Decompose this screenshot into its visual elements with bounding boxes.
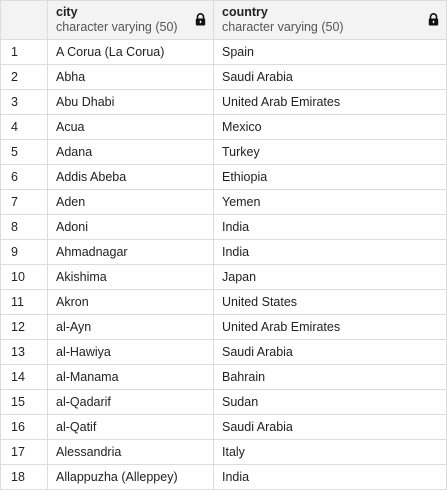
table-row[interactable]: 8 Adoni India bbox=[0, 214, 447, 240]
city-cell[interactable]: Aden bbox=[47, 189, 214, 215]
city-cell[interactable]: Abu Dhabi bbox=[47, 89, 214, 115]
city-cell[interactable]: Adoni bbox=[47, 214, 214, 240]
country-cell[interactable]: Mexico bbox=[213, 114, 447, 140]
city-cell[interactable]: Allappuzha (Alleppey) bbox=[47, 464, 214, 490]
column-type: character varying (50) bbox=[56, 20, 178, 34]
city-cell[interactable]: Acua bbox=[47, 114, 214, 140]
row-number[interactable]: 11 bbox=[0, 289, 48, 315]
table-row[interactable]: 7 Aden Yemen bbox=[0, 189, 447, 215]
row-number[interactable]: 7 bbox=[0, 189, 48, 215]
column-name: city bbox=[56, 5, 78, 19]
city-cell[interactable]: al-Qadarif bbox=[47, 389, 214, 415]
table-row[interactable]: 2 Abha Saudi Arabia bbox=[0, 64, 447, 90]
table-row[interactable]: 17 Alessandria Italy bbox=[0, 439, 447, 465]
city-cell[interactable]: al-Qatif bbox=[47, 414, 214, 440]
city-cell[interactable]: Abha bbox=[47, 64, 214, 90]
country-cell[interactable]: Saudi Arabia bbox=[213, 64, 447, 90]
table-row[interactable]: 15 al-Qadarif Sudan bbox=[0, 389, 447, 415]
country-cell[interactable]: Bahrain bbox=[213, 364, 447, 390]
country-cell[interactable]: Yemen bbox=[213, 189, 447, 215]
row-number[interactable]: 15 bbox=[0, 389, 48, 415]
table-row[interactable]: 18 Allappuzha (Alleppey) India bbox=[0, 464, 447, 490]
city-cell[interactable]: Addis Abeba bbox=[47, 164, 214, 190]
row-number[interactable]: 8 bbox=[0, 214, 48, 240]
row-number[interactable]: 2 bbox=[0, 64, 48, 90]
column-type: character varying (50) bbox=[222, 20, 344, 34]
country-cell[interactable]: Ethiopia bbox=[213, 164, 447, 190]
country-cell[interactable]: India bbox=[213, 464, 447, 490]
table-row[interactable]: 11 Akron United States bbox=[0, 289, 447, 315]
country-cell[interactable]: Italy bbox=[213, 439, 447, 465]
country-cell[interactable]: Sudan bbox=[213, 389, 447, 415]
city-cell[interactable]: Ahmadnagar bbox=[47, 239, 214, 265]
city-cell[interactable]: al-Ayn bbox=[47, 314, 214, 340]
column-header-city[interactable]: city character varying (50) bbox=[47, 0, 214, 40]
table-row[interactable]: 16 al-Qatif Saudi Arabia bbox=[0, 414, 447, 440]
table-row[interactable]: 9 Ahmadnagar India bbox=[0, 239, 447, 265]
country-cell[interactable]: United States bbox=[213, 289, 447, 315]
country-cell[interactable]: India bbox=[213, 214, 447, 240]
column-header-country[interactable]: country character varying (50) bbox=[213, 0, 447, 40]
country-cell[interactable]: Turkey bbox=[213, 139, 447, 165]
header-row: city character varying (50) country char… bbox=[0, 0, 447, 40]
row-number[interactable]: 18 bbox=[0, 464, 48, 490]
row-number[interactable]: 14 bbox=[0, 364, 48, 390]
row-number[interactable]: 12 bbox=[0, 314, 48, 340]
city-cell[interactable]: Alessandria bbox=[47, 439, 214, 465]
country-cell[interactable]: United Arab Emirates bbox=[213, 89, 447, 115]
table-row[interactable]: 10 Akishima Japan bbox=[0, 264, 447, 290]
country-cell[interactable]: Spain bbox=[213, 39, 447, 65]
city-cell[interactable]: al-Hawiya bbox=[47, 339, 214, 365]
row-number[interactable]: 13 bbox=[0, 339, 48, 365]
table-row[interactable]: 3 Abu Dhabi United Arab Emirates bbox=[0, 89, 447, 115]
table-row[interactable]: 13 al-Hawiya Saudi Arabia bbox=[0, 339, 447, 365]
country-cell[interactable]: Saudi Arabia bbox=[213, 339, 447, 365]
country-cell[interactable]: Japan bbox=[213, 264, 447, 290]
lock-icon bbox=[195, 13, 206, 26]
row-number[interactable]: 9 bbox=[0, 239, 48, 265]
row-number[interactable]: 6 bbox=[0, 164, 48, 190]
table-row[interactable]: 6 Addis Abeba Ethiopia bbox=[0, 164, 447, 190]
city-cell[interactable]: Akron bbox=[47, 289, 214, 315]
table-row[interactable]: 5 Adana Turkey bbox=[0, 139, 447, 165]
country-cell[interactable]: Saudi Arabia bbox=[213, 414, 447, 440]
row-number[interactable]: 1 bbox=[0, 39, 48, 65]
city-cell[interactable]: Adana bbox=[47, 139, 214, 165]
city-cell[interactable]: al-Manama bbox=[47, 364, 214, 390]
lock-icon bbox=[428, 13, 439, 26]
row-number[interactable]: 10 bbox=[0, 264, 48, 290]
row-number[interactable]: 17 bbox=[0, 439, 48, 465]
row-number[interactable]: 5 bbox=[0, 139, 48, 165]
city-cell[interactable]: A Corua (La Corua) bbox=[47, 39, 214, 65]
row-number[interactable]: 4 bbox=[0, 114, 48, 140]
table-row[interactable]: 4 Acua Mexico bbox=[0, 114, 447, 140]
row-number-header[interactable] bbox=[0, 0, 48, 40]
city-cell[interactable]: Akishima bbox=[47, 264, 214, 290]
country-cell[interactable]: India bbox=[213, 239, 447, 265]
table-row[interactable]: 12 al-Ayn United Arab Emirates bbox=[0, 314, 447, 340]
table-row[interactable]: 14 al-Manama Bahrain bbox=[0, 364, 447, 390]
country-cell[interactable]: United Arab Emirates bbox=[213, 314, 447, 340]
row-number[interactable]: 16 bbox=[0, 414, 48, 440]
row-number[interactable]: 3 bbox=[0, 89, 48, 115]
column-name: country bbox=[222, 5, 268, 19]
